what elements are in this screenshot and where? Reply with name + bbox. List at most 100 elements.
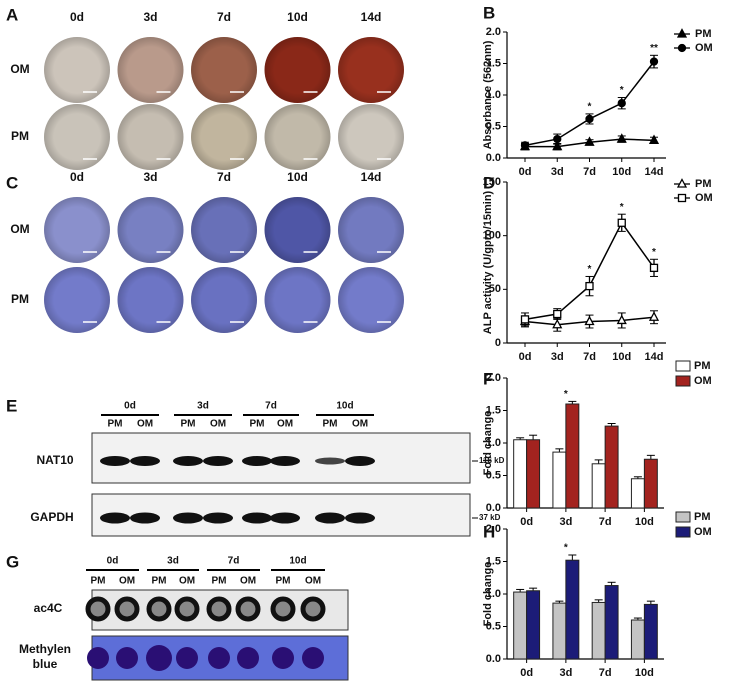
column-label: 3d bbox=[143, 10, 157, 24]
methylene-dot bbox=[302, 647, 324, 669]
well-shading bbox=[264, 197, 331, 263]
row-label: NAT10 bbox=[36, 453, 73, 467]
marker bbox=[520, 141, 530, 150]
well-shading bbox=[264, 37, 331, 103]
methylene-dot bbox=[176, 647, 198, 669]
lane-label: PM bbox=[323, 419, 338, 430]
timepoint-label: 0d bbox=[124, 401, 136, 412]
well-shading bbox=[338, 37, 404, 103]
size-label: 37 kD bbox=[479, 513, 501, 522]
y-tick-label: 0.5 bbox=[486, 469, 501, 481]
legend-label: PM bbox=[695, 178, 712, 190]
y-axis-label: ALP activity (U/gpro/15min) bbox=[482, 190, 494, 334]
column-label: 7d bbox=[217, 170, 231, 184]
marker bbox=[648, 311, 660, 321]
lane-label: OM bbox=[240, 576, 256, 587]
well-shading bbox=[44, 104, 110, 170]
column-label: 3d bbox=[143, 170, 157, 184]
well-shading bbox=[191, 104, 257, 170]
methylene-dot bbox=[87, 647, 109, 669]
x-tick-label: 7d bbox=[599, 516, 612, 528]
lane-label: PM bbox=[91, 576, 106, 587]
legend-label: PM bbox=[694, 511, 711, 523]
x-tick-label: 0d bbox=[519, 166, 532, 178]
lane-label: OM bbox=[210, 419, 226, 430]
y-axis-label: Fold change bbox=[482, 562, 494, 627]
methylene-dot bbox=[272, 647, 294, 669]
x-tick-label: 3d bbox=[559, 667, 572, 679]
legend-swatch bbox=[675, 360, 691, 372]
lane-label: PM bbox=[181, 419, 196, 430]
marker bbox=[617, 218, 626, 227]
gapdh-band bbox=[130, 512, 160, 524]
well-shading bbox=[191, 267, 257, 333]
column-label: 10d bbox=[287, 10, 308, 24]
x-tick-label: 0d bbox=[520, 667, 533, 679]
significance-label: * bbox=[564, 543, 568, 554]
bar bbox=[552, 602, 567, 660]
gapdh-band bbox=[100, 512, 130, 524]
size-label: 116 kD bbox=[479, 456, 505, 465]
lane-label: OM bbox=[137, 419, 153, 430]
y-tick-label: 2.0 bbox=[486, 26, 501, 38]
bar bbox=[604, 425, 619, 509]
panel-letter: A bbox=[6, 5, 18, 24]
bar bbox=[565, 559, 580, 660]
lane-label: PM bbox=[108, 419, 123, 430]
x-tick-label: 3d bbox=[559, 516, 572, 528]
marker bbox=[584, 136, 595, 146]
y-tick-label: 150 bbox=[483, 176, 501, 188]
panel-letter: G bbox=[6, 552, 19, 571]
significance-label: * bbox=[588, 102, 592, 113]
x-tick-label: 0d bbox=[519, 351, 532, 363]
significance-label: * bbox=[652, 247, 656, 258]
y-tick-label: 50 bbox=[489, 283, 501, 295]
methylene-dot bbox=[146, 645, 172, 671]
marker bbox=[585, 114, 594, 124]
ac4c-dot bbox=[114, 596, 140, 622]
y-tick-label: 1.0 bbox=[486, 588, 501, 600]
y-axis-label: Fold change bbox=[482, 411, 494, 476]
bar bbox=[552, 451, 567, 509]
nat10-band bbox=[100, 456, 130, 466]
lane-label: PM bbox=[212, 576, 227, 587]
marker bbox=[585, 281, 594, 291]
x-tick-label: 0d bbox=[520, 516, 533, 528]
marker bbox=[552, 140, 563, 151]
row-label: PM bbox=[11, 129, 29, 143]
well-shading bbox=[44, 267, 110, 333]
column-label: 14d bbox=[361, 10, 382, 24]
row-label: PM bbox=[11, 292, 29, 306]
x-tick-label: 10d bbox=[612, 351, 631, 363]
y-tick-label: 100 bbox=[483, 230, 501, 242]
timepoint-label: 3d bbox=[197, 401, 209, 412]
nat10-band bbox=[203, 456, 233, 466]
bar bbox=[643, 458, 658, 509]
well-shading bbox=[264, 267, 331, 333]
marker bbox=[616, 133, 627, 143]
significance-label: * bbox=[620, 202, 624, 213]
x-tick-label: 14d bbox=[645, 166, 664, 178]
x-tick-label: 10d bbox=[635, 667, 654, 679]
y-tick-label: 0.0 bbox=[486, 502, 501, 514]
y-tick-label: 1.0 bbox=[486, 437, 501, 449]
lane-label: OM bbox=[305, 576, 321, 587]
legend-label: OM bbox=[695, 192, 713, 204]
y-tick-label: 0.0 bbox=[486, 653, 501, 665]
bar bbox=[591, 463, 606, 509]
x-tick-label: 7d bbox=[583, 351, 596, 363]
nat10-band bbox=[345, 456, 375, 466]
row-label: Methylen bbox=[19, 642, 71, 656]
y-tick-label: 1.5 bbox=[486, 404, 501, 416]
y-tick-label: 2.0 bbox=[486, 372, 501, 384]
gapdh-band bbox=[345, 512, 375, 524]
methylene-dot bbox=[116, 647, 138, 669]
methylene-dot bbox=[237, 647, 259, 669]
legend-swatch bbox=[675, 511, 691, 523]
significance-label: ** bbox=[650, 43, 658, 54]
significance-label: * bbox=[620, 85, 624, 96]
nat10-band bbox=[270, 456, 300, 466]
well-shading bbox=[264, 104, 331, 170]
x-tick-label: 3d bbox=[551, 351, 564, 363]
